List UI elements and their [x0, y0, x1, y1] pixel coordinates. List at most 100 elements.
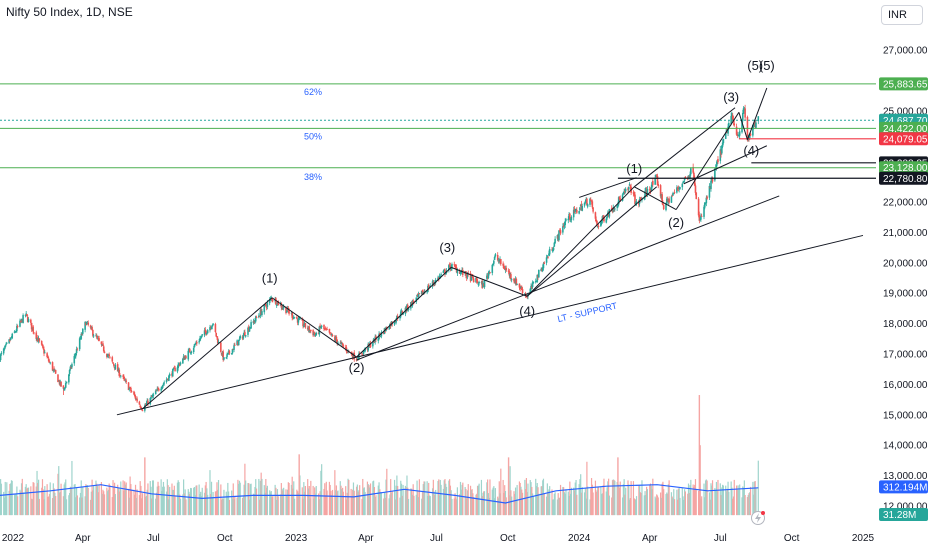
- candle-body: [679, 187, 681, 189]
- candle-body: [49, 362, 52, 364]
- volume-bar: [160, 479, 162, 516]
- candle-layer: [0, 104, 760, 413]
- time-axis[interactable]: 2022 Apr Jul Oct 2023 Apr Jul Oct 2024 Apr Jul Oct 2…: [2, 533, 875, 544]
- wave-line: [356, 266, 452, 358]
- candle-body: [280, 303, 283, 308]
- price-axis[interactable]: 27,000.00 25,000.00 22,000.00 21,000.00 20,0…: [883, 46, 928, 513]
- candle-body: [706, 196, 708, 199]
- candle-body: [361, 354, 364, 356]
- volume-bar: [307, 488, 310, 516]
- candle-body: [92, 330, 94, 336]
- candle-body: [438, 275, 441, 279]
- volume-bar: [645, 495, 647, 516]
- volume-bar: [31, 499, 33, 516]
- volume-bar: [619, 481, 621, 516]
- candle-body: [407, 308, 410, 311]
- volume-bar: [542, 478, 545, 516]
- volume-bar: [690, 479, 692, 516]
- volume-bar: [69, 492, 71, 516]
- candle-body: [532, 281, 535, 284]
- volume-bar: [248, 499, 251, 516]
- candle-body: [502, 263, 504, 266]
- candle-body: [323, 324, 325, 329]
- annotations-layer: (1) (2) (3) (4) (1) (2) (3) (4) (5)(5) 62% 50% 38% L…: [262, 58, 775, 375]
- volume-bar: [666, 493, 669, 516]
- candle-body: [529, 288, 532, 294]
- volume-bar: [581, 487, 583, 516]
- candle-body: [724, 133, 727, 139]
- candle-body: [448, 264, 451, 265]
- volume-bar: [390, 492, 393, 516]
- volume-bar: [667, 484, 669, 516]
- volume-bar: [157, 481, 159, 516]
- candle-body: [586, 204, 589, 207]
- candle-body: [651, 182, 653, 188]
- volume-bar: [384, 497, 386, 516]
- candle-body: [3, 348, 6, 350]
- volume-bar: [428, 495, 431, 516]
- volume-bar: [37, 479, 40, 516]
- candle-body: [204, 329, 207, 332]
- volume-bar: [165, 491, 168, 516]
- candle-body: [81, 334, 83, 336]
- volume-bar: [700, 498, 702, 516]
- candle-body: [230, 353, 233, 354]
- volume-bar: [232, 483, 234, 516]
- volume-bar: [285, 489, 287, 516]
- volume-bar: [139, 481, 141, 516]
- candle-body: [684, 176, 687, 178]
- volume-bar: [303, 482, 305, 516]
- candle-body: [139, 405, 141, 408]
- volume-bar: [287, 482, 289, 516]
- price-tick-label: 14,000.00: [883, 441, 928, 452]
- candle-body: [296, 316, 298, 319]
- volume-bar: [732, 498, 734, 516]
- volume-bar: [269, 490, 271, 516]
- candle-body: [698, 214, 701, 221]
- candle-body: [741, 120, 743, 133]
- volume-bar: [124, 481, 126, 516]
- candle-body: [337, 342, 339, 345]
- candle-body: [372, 343, 374, 347]
- currency-button[interactable]: INR: [881, 5, 923, 25]
- candle-body: [526, 296, 528, 298]
- candle-body: [621, 194, 624, 201]
- volume-bar: [749, 486, 752, 516]
- volume-bar: [11, 480, 13, 516]
- candle-body: [633, 192, 636, 195]
- candle-body: [748, 134, 751, 138]
- candle-body: [231, 349, 234, 354]
- volume-bar: [476, 493, 478, 516]
- volume-bar: [261, 478, 263, 516]
- candle-body: [52, 369, 55, 371]
- candle-body: [738, 135, 740, 137]
- volume-bar: [515, 499, 517, 516]
- candle-body: [160, 388, 162, 391]
- candle-body: [705, 197, 708, 204]
- candle-body: [108, 354, 110, 357]
- symbol-title[interactable]: Nifty 50 Index, 1D, NSE: [6, 5, 133, 19]
- volume-bar: [661, 483, 663, 516]
- volume-bar: [410, 488, 412, 516]
- candle-body: [574, 209, 577, 212]
- volume-bar: [172, 489, 174, 516]
- volume-bar: [464, 486, 466, 516]
- volume-bar: [339, 481, 341, 516]
- volume-bar: [112, 480, 114, 516]
- candle-body: [531, 286, 533, 288]
- volume-bar: [742, 486, 744, 516]
- volume-bar: [597, 487, 600, 516]
- volume-bar: [391, 491, 393, 516]
- volume-bar: [606, 487, 608, 516]
- volume-bar: [579, 479, 581, 516]
- volume-bar: [340, 485, 342, 516]
- volume-bar: [514, 493, 516, 516]
- candle-body: [617, 197, 620, 205]
- candle-body: [16, 326, 18, 332]
- candle-body: [145, 403, 148, 405]
- candle-body: [174, 367, 176, 372]
- volume-bar: [527, 483, 529, 516]
- volume-bar: [117, 484, 119, 516]
- candle-body: [536, 274, 539, 282]
